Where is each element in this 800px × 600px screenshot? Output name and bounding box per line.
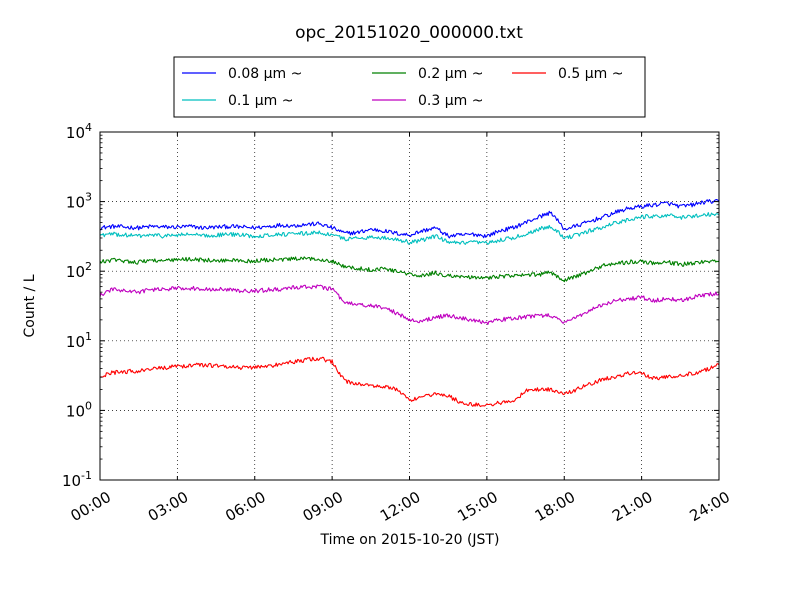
y-tick-exponent: 1 bbox=[85, 330, 92, 343]
ticks bbox=[99, 131, 720, 481]
series-line bbox=[99, 199, 720, 239]
y-tick-label: 100 bbox=[66, 399, 92, 420]
legend-label: 0.5 μm ~ bbox=[558, 66, 623, 82]
legend-label: 0.1 μm ~ bbox=[228, 93, 293, 109]
y-tick-base: 10 bbox=[62, 472, 81, 490]
y-tick-exponent: 2 bbox=[85, 260, 92, 273]
series-line bbox=[99, 256, 720, 283]
y-tick-label: 104 bbox=[66, 121, 92, 142]
y-tick-label: 101 bbox=[66, 330, 92, 351]
y-tick-base: 10 bbox=[66, 263, 85, 281]
y-tick-exponent: 0 bbox=[85, 399, 92, 412]
series-line bbox=[99, 284, 720, 325]
series-layer bbox=[99, 199, 720, 408]
legend-label: 0.2 μm ~ bbox=[418, 66, 483, 82]
series-line bbox=[99, 356, 720, 408]
legend-items: 0.08 μm ~ 0.1 μm ~ 0.2 μm ~ 0.3 μm ~ 0.5 μm … bbox=[182, 66, 623, 109]
y-tick-base: 10 bbox=[66, 124, 85, 142]
x-axis-label: Time on 2015-10-20 (JST) bbox=[320, 532, 500, 548]
y-tick-label: 10-1 bbox=[62, 469, 92, 490]
y-tick-label: 103 bbox=[66, 191, 92, 212]
y-tick-base: 10 bbox=[66, 194, 85, 212]
y-tick-base: 10 bbox=[66, 402, 85, 420]
legend-box bbox=[173, 56, 646, 118]
y-tick-exponent: 3 bbox=[85, 191, 92, 204]
y-tick-exponent: 4 bbox=[85, 121, 92, 134]
chart-title: opc_20151020_000000.txt bbox=[295, 23, 523, 43]
y-tick-label: 102 bbox=[66, 260, 92, 281]
legend-label: 0.08 μm ~ bbox=[228, 66, 302, 82]
y-tick-base: 10 bbox=[66, 333, 85, 351]
series-line bbox=[99, 212, 720, 245]
y-axis-label: Count / L bbox=[22, 274, 38, 337]
legend: 0.08 μm ~ 0.1 μm ~ 0.2 μm ~ 0.3 μm ~ 0.5 μm … bbox=[173, 56, 646, 118]
legend-label: 0.3 μm ~ bbox=[418, 93, 483, 109]
y-tick-exponent: -1 bbox=[81, 469, 92, 482]
